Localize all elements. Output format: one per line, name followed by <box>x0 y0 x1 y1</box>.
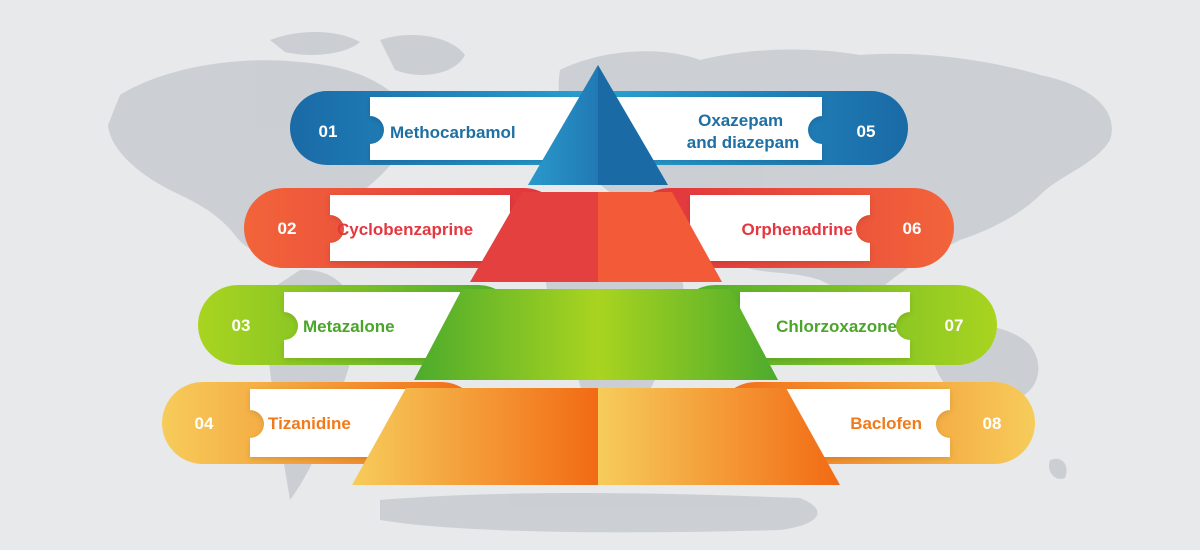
item-label: Cyclobenzaprine <box>337 220 473 239</box>
label-card <box>780 389 950 457</box>
item-number: 06 <box>903 219 922 238</box>
label-card <box>284 292 460 358</box>
pyramid-tier-3 <box>414 289 778 380</box>
label-card <box>740 292 910 358</box>
item-number: 03 <box>232 316 251 335</box>
label-card <box>370 97 600 160</box>
right-item-05: 05 Oxazepam and diazepam <box>580 91 908 165</box>
pyramid-tier-1 <box>528 65 668 185</box>
right-item-06: 06 Orphenadrine <box>630 188 954 268</box>
item-number: 05 <box>857 122 876 141</box>
item-label: Tizanidine <box>268 414 351 433</box>
label-card <box>690 195 870 261</box>
label-card <box>330 195 510 261</box>
label-card <box>600 97 822 160</box>
pyramid-tier-2 <box>470 192 722 282</box>
item-label: Baclofen <box>850 414 922 433</box>
item-label: Orphenadrine <box>742 220 853 239</box>
item-label: Methocarbamol <box>390 123 516 142</box>
item-label: Metazalone <box>303 317 395 336</box>
item-number: 07 <box>945 316 964 335</box>
left-item-01: 01 Methocarbamol <box>290 91 620 165</box>
pyramid <box>352 65 840 485</box>
item-number: 01 <box>319 122 338 141</box>
pyramid-tier-4 <box>352 388 840 485</box>
left-item-02: 02 Cyclobenzaprine <box>244 188 564 268</box>
item-number: 08 <box>983 414 1002 433</box>
item-number: 04 <box>195 414 214 433</box>
item-label: Chlorzoxazone <box>776 317 897 336</box>
item-label: Oxazepam and diazepam <box>687 111 799 152</box>
item-number: 02 <box>278 219 297 238</box>
